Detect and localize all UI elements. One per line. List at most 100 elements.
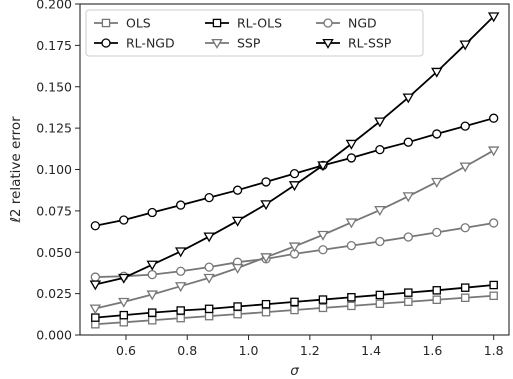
data-point (460, 283, 470, 292)
y-tick-label: 0.075 (36, 203, 72, 218)
data-point (460, 223, 470, 233)
data-point (231, 216, 244, 227)
data-point (289, 168, 300, 179)
data-point (347, 301, 356, 311)
legend-box (85, 9, 424, 57)
data-point (374, 205, 386, 216)
data-point (375, 299, 385, 308)
data-point (203, 273, 215, 284)
data-point (487, 12, 500, 23)
x-tick-label: 1.8 (484, 343, 504, 358)
x-tick-label: 1.6 (422, 343, 442, 358)
data-point (261, 177, 271, 187)
data-point (176, 306, 185, 315)
data-point (345, 139, 358, 150)
legend-marker (101, 18, 111, 28)
data-point (487, 146, 500, 157)
data-point (146, 260, 158, 271)
data-point (432, 129, 442, 139)
data-point (459, 162, 471, 173)
data-point (176, 313, 185, 323)
data-point (317, 230, 329, 241)
legend-marker (323, 18, 333, 28)
data-point (432, 227, 442, 238)
x-tick-label: 0.8 (177, 343, 197, 358)
data-point (460, 121, 470, 131)
data-point (233, 309, 242, 319)
data-point (261, 307, 271, 317)
data-point (375, 144, 385, 155)
data-point (317, 161, 329, 172)
data-point (489, 280, 498, 290)
data-point (90, 221, 100, 231)
x-axis-label: σ (290, 363, 299, 379)
data-point (89, 304, 102, 315)
y-tick-label: 0.050 (36, 245, 72, 260)
data-point (489, 291, 498, 301)
data-point (204, 304, 214, 314)
y-tick-label: 0.125 (36, 121, 72, 136)
data-point (204, 262, 214, 272)
data-point (146, 290, 158, 301)
data-point (432, 295, 442, 304)
data-point (147, 207, 157, 218)
data-point (431, 177, 443, 188)
data-point (431, 67, 443, 78)
data-point (288, 181, 301, 192)
data-point (347, 293, 356, 302)
plot-frame (79, 3, 510, 336)
data-point (204, 192, 214, 203)
legend-marker (211, 38, 223, 49)
legend-label: RL-OLS (237, 16, 282, 31)
data-point (432, 286, 442, 295)
y-tick-label: 0.150 (36, 79, 72, 94)
data-point (318, 245, 328, 255)
data-point (231, 263, 244, 274)
data-point (260, 253, 272, 264)
data-point (459, 40, 471, 51)
legend-label: RL-NGD (126, 36, 175, 51)
x-tick-label: 1.4 (361, 343, 381, 358)
data-point (203, 232, 215, 243)
data-point (404, 297, 413, 306)
data-point (174, 247, 187, 258)
legend-label: SSP (237, 36, 261, 51)
data-point (489, 218, 499, 228)
data-point (374, 117, 386, 128)
data-point (402, 93, 415, 104)
data-point (375, 290, 385, 300)
data-point (261, 299, 271, 309)
data-point (403, 137, 413, 147)
data-point (288, 242, 301, 253)
data-point (260, 200, 272, 211)
data-point (346, 153, 357, 163)
x-tick-label: 1.0 (239, 343, 259, 358)
data-point (403, 232, 413, 242)
data-point (147, 269, 157, 280)
data-point (345, 218, 358, 229)
data-point (404, 288, 413, 297)
data-point (118, 273, 130, 284)
data-point (346, 240, 357, 251)
data-point (90, 272, 100, 282)
data-point (119, 318, 129, 327)
legend-label: OLS (126, 16, 151, 31)
data-point (318, 295, 328, 304)
data-point (233, 302, 242, 311)
y-tick-label: 0.175 (36, 38, 72, 53)
data-point (119, 310, 129, 320)
data-point (460, 293, 470, 303)
y-axis-label: ℓ2 relative error (8, 116, 24, 224)
data-point (174, 282, 187, 293)
data-point (232, 185, 243, 195)
data-point (402, 192, 415, 203)
y-tick-label: 0.025 (36, 286, 72, 301)
data-point (176, 200, 186, 210)
data-point (147, 316, 157, 325)
legend-label: RL-SSP (348, 36, 392, 51)
data-point (489, 113, 499, 123)
data-point (147, 308, 157, 317)
data-point (118, 297, 130, 308)
legend-label: NGD (348, 16, 377, 31)
